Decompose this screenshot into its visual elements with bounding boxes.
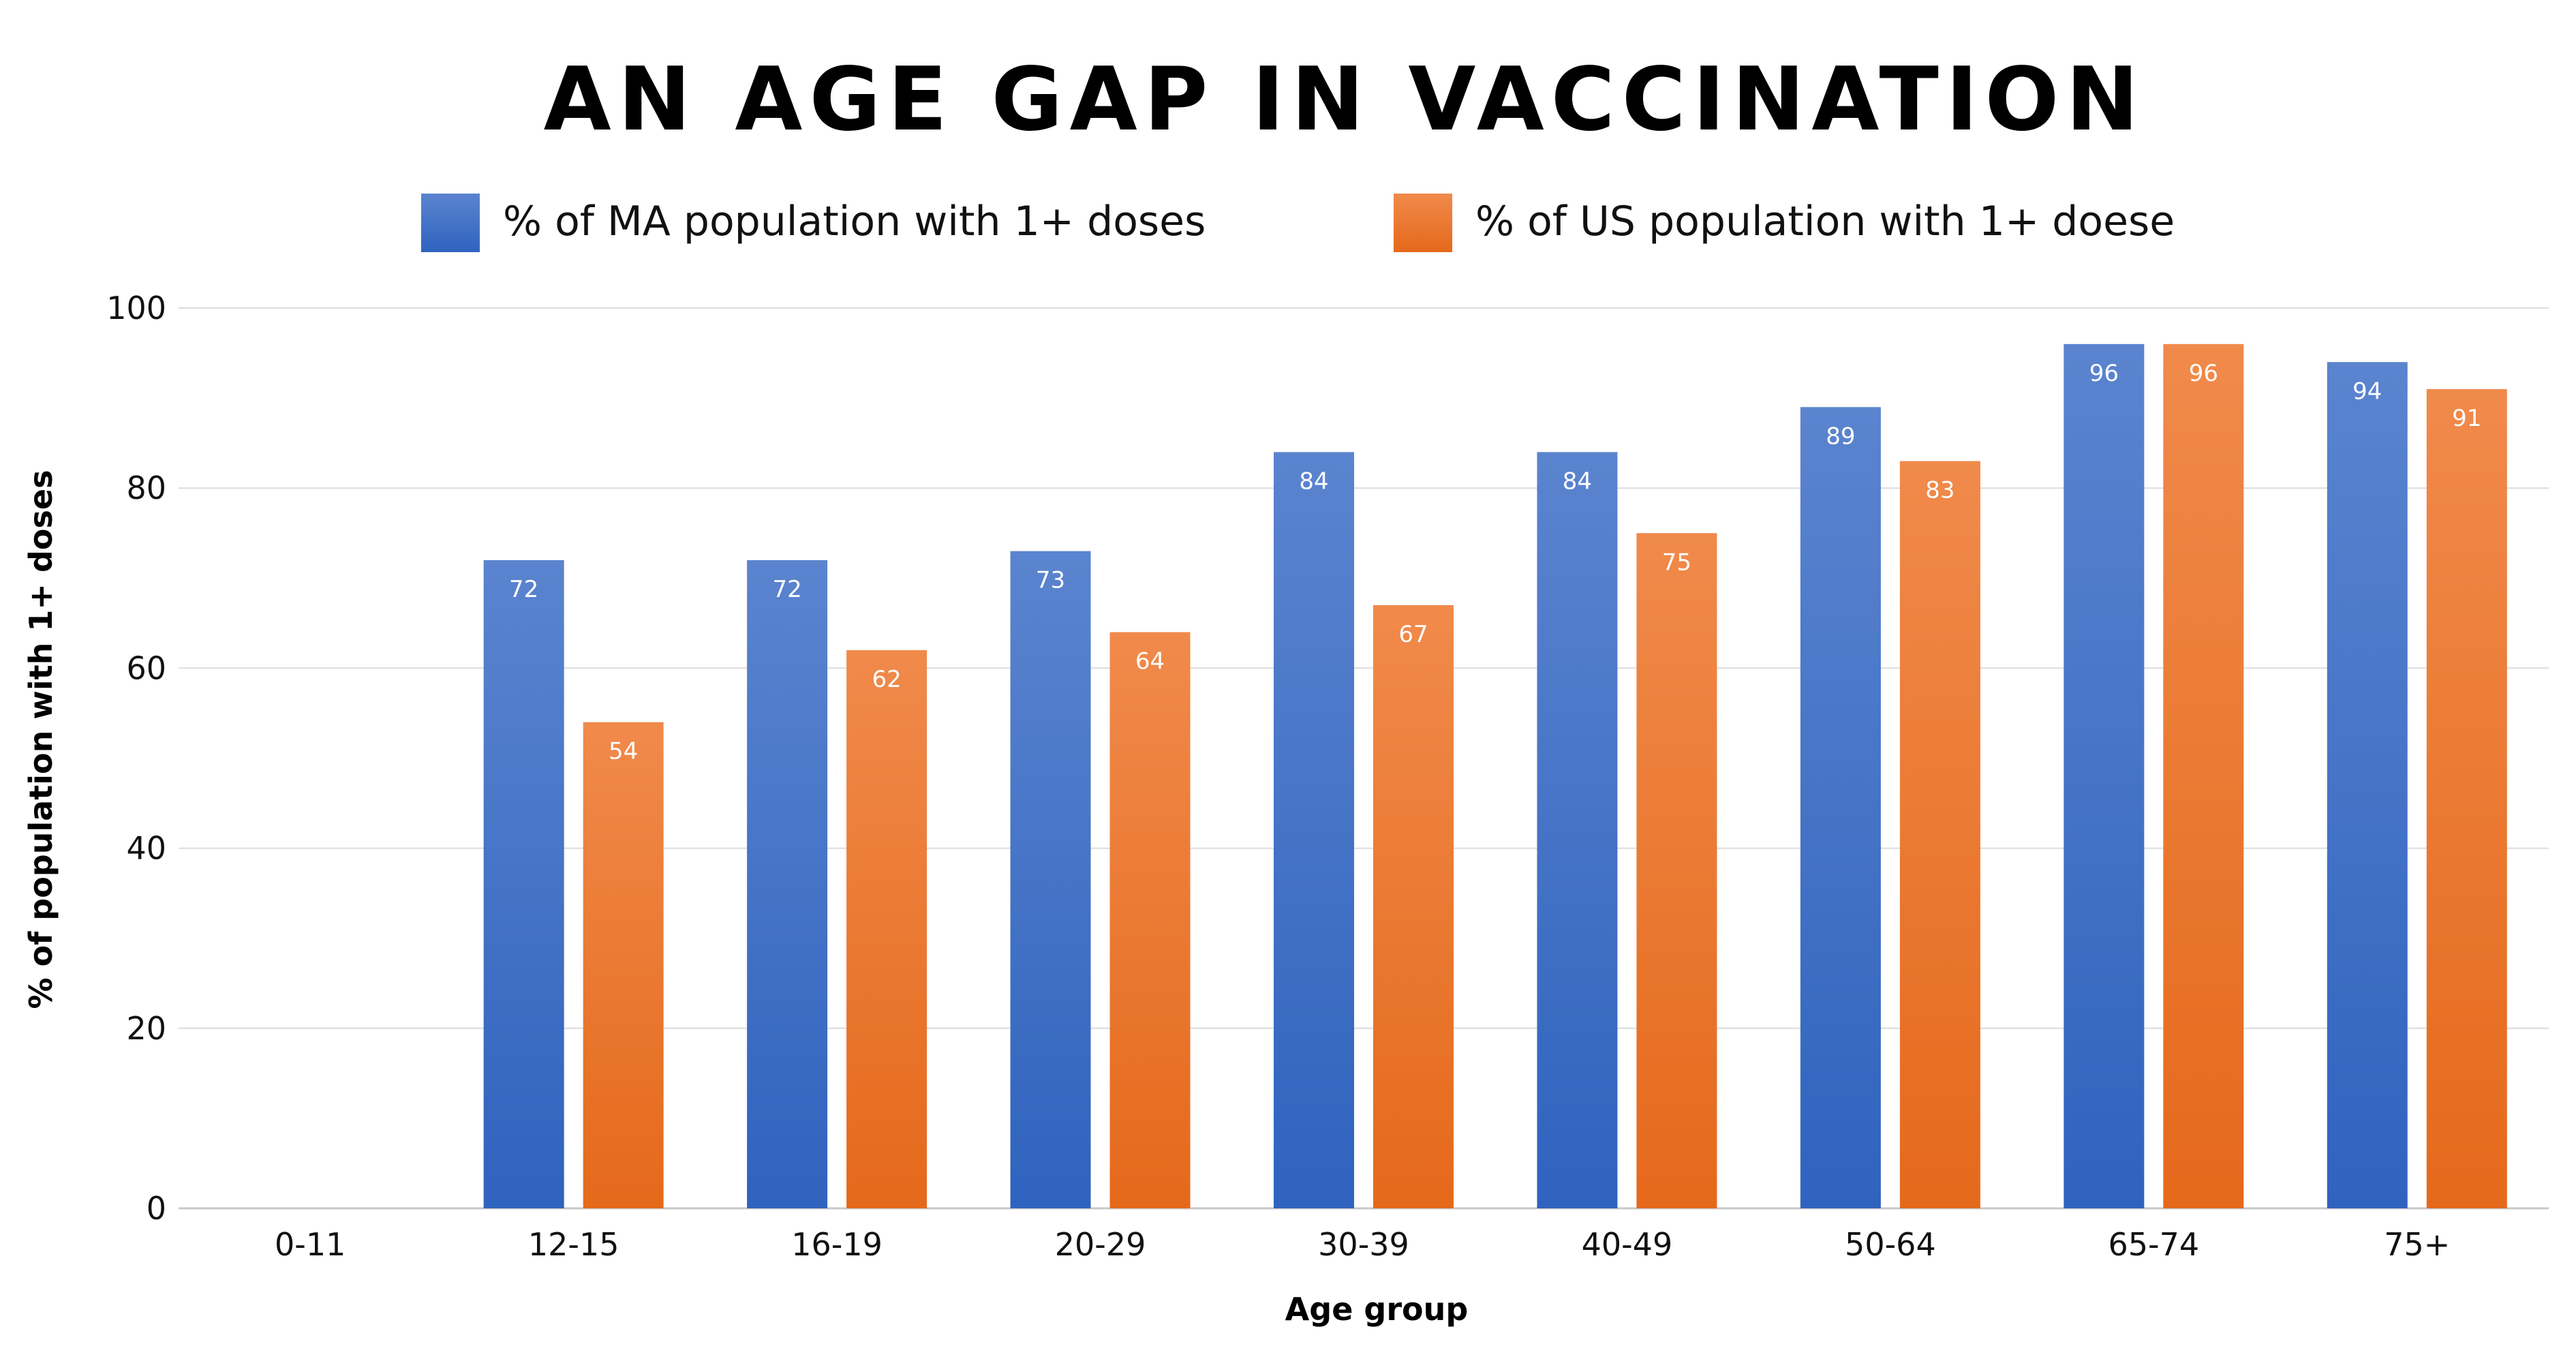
- legend-label-ma: % of MA population with 1+ doses: [503, 198, 1206, 245]
- bar-value-label: 96: [2089, 360, 2119, 387]
- bar-value-label: 89: [1826, 423, 1855, 450]
- bar-ma-50-64: [1800, 407, 1881, 1208]
- x-tick-label: 0-11: [275, 1226, 346, 1263]
- y-tick-label: 40: [126, 830, 166, 867]
- grid: [179, 307, 2549, 1210]
- bar-value-label: 91: [2452, 405, 2481, 432]
- bar-data-labels: 72 54 72 62 73 64 84 67 84 75 89 83 96 96 94 91: [509, 360, 2481, 765]
- bar-ma-16-19: [747, 560, 828, 1208]
- bar-value-label: 96: [2189, 360, 2218, 387]
- legend-swatch-us: [1394, 194, 1452, 252]
- bar-us-12-15: [583, 722, 664, 1208]
- bar-ma-65-74: [2064, 343, 2145, 1209]
- y-tick-label: 100: [106, 290, 166, 326]
- bar-value-label: 67: [1398, 621, 1428, 648]
- bar-value-label: 84: [1563, 468, 1592, 495]
- bar-us-65-74: [2163, 343, 2244, 1209]
- bar-value-label: 64: [1135, 648, 1165, 675]
- bar-us-75+: [2426, 388, 2507, 1208]
- bar-value-label: 62: [872, 666, 901, 693]
- bar-value-label: 84: [1299, 468, 1328, 495]
- bar-us-40-49: [1636, 533, 1717, 1208]
- y-tick-label: 60: [126, 649, 166, 686]
- bar-us-50-64: [1899, 461, 1980, 1208]
- bar-us-16-19: [846, 649, 927, 1208]
- legend-label-us: % of US population with 1+ doese: [1475, 198, 2175, 245]
- bar-ma-20-29: [1010, 551, 1091, 1208]
- x-tick-label: 75+: [2384, 1226, 2450, 1263]
- bar-value-label: 54: [609, 738, 638, 765]
- bar-value-label: 83: [1925, 477, 1954, 504]
- x-axis-ticks: 0-11 12-15 16-19 20-29 30-39 40-49 50-64 65-74 7…: [275, 1226, 2450, 1263]
- bar-ma-12-15: [483, 560, 564, 1208]
- x-tick-label: 40-49: [1582, 1226, 1673, 1263]
- x-tick-label: 50-64: [1845, 1226, 1936, 1263]
- y-tick-label: 0: [147, 1190, 166, 1227]
- bar-ma-75+: [2327, 362, 2408, 1208]
- y-tick-label: 80: [126, 470, 166, 506]
- y-tick-label: 20: [126, 1010, 166, 1047]
- bar-value-label: 94: [2352, 378, 2382, 405]
- x-tick-label: 16-19: [791, 1226, 883, 1263]
- x-tick-label: 20-29: [1055, 1226, 1146, 1263]
- bar-value-label: 75: [1662, 549, 1691, 576]
- x-tick-label: 30-39: [1318, 1226, 1409, 1263]
- bar-value-label: 72: [509, 576, 538, 603]
- bar-value-label: 72: [772, 576, 801, 603]
- bar-ma-40-49: [1537, 452, 1618, 1208]
- y-axis-ticks: 0 20 40 60 80 100: [106, 290, 166, 1227]
- bar-value-label: 73: [1036, 567, 1065, 594]
- bar-us-20-29: [1109, 632, 1191, 1208]
- chart-title: AN AGE GAP IN VACCINATION: [544, 49, 2146, 151]
- x-axis-label: Age group: [1285, 1291, 1469, 1328]
- x-tick-label: 12-15: [528, 1226, 619, 1263]
- x-tick-label: 65-74: [2108, 1226, 2199, 1263]
- bars: [483, 343, 2507, 1209]
- legend-swatch-ma: [421, 194, 480, 252]
- bar-us-30-39: [1373, 605, 1454, 1208]
- y-axis-label: % of population with 1+ doses: [22, 470, 59, 1009]
- bar-ma-30-39: [1274, 452, 1354, 1208]
- legend: % of MA population with 1+ doses % of US…: [421, 194, 2175, 252]
